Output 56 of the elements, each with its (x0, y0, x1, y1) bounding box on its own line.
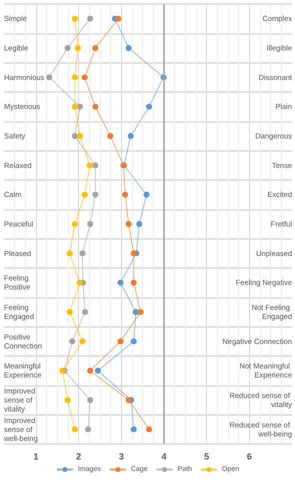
x-tick-label: 1 (33, 452, 39, 462)
point (87, 397, 94, 403)
point (72, 74, 78, 80)
point (86, 162, 93, 168)
point (66, 250, 73, 256)
point (126, 397, 132, 403)
point (92, 104, 98, 110)
point (146, 104, 152, 110)
x-tick-label: 5 (204, 452, 210, 462)
x-tick-label: 6 (246, 452, 252, 462)
point (69, 338, 76, 344)
point (46, 74, 52, 80)
point (82, 309, 88, 315)
point (76, 280, 83, 286)
point (94, 368, 101, 374)
point (92, 162, 98, 168)
point (82, 74, 88, 80)
point (126, 221, 132, 227)
point (64, 45, 71, 51)
point (72, 133, 78, 139)
point (138, 309, 144, 315)
point (64, 397, 71, 403)
point (115, 16, 122, 22)
point (107, 133, 114, 139)
point (130, 250, 137, 256)
point (87, 368, 94, 374)
point (80, 338, 86, 344)
point (130, 338, 137, 344)
point (130, 426, 137, 432)
point (87, 16, 94, 22)
point (92, 192, 98, 198)
point (136, 221, 142, 227)
point (144, 192, 150, 198)
point (76, 133, 83, 139)
x-tick-label: 4 (161, 452, 167, 462)
point (74, 45, 81, 51)
point (72, 16, 78, 22)
point (85, 426, 92, 432)
point (59, 368, 66, 374)
point (72, 104, 78, 110)
x-tick-label: 2 (76, 452, 82, 462)
point (72, 221, 78, 227)
point (72, 426, 78, 432)
point (66, 309, 73, 315)
point (92, 45, 98, 51)
x-tick-label: 3 (118, 452, 124, 462)
point (128, 133, 134, 139)
point (82, 192, 88, 198)
point (80, 250, 86, 256)
point (126, 45, 132, 51)
point (117, 338, 124, 344)
point (117, 280, 124, 286)
point (146, 426, 152, 432)
point (122, 192, 128, 198)
point (87, 221, 94, 227)
point (130, 280, 137, 286)
